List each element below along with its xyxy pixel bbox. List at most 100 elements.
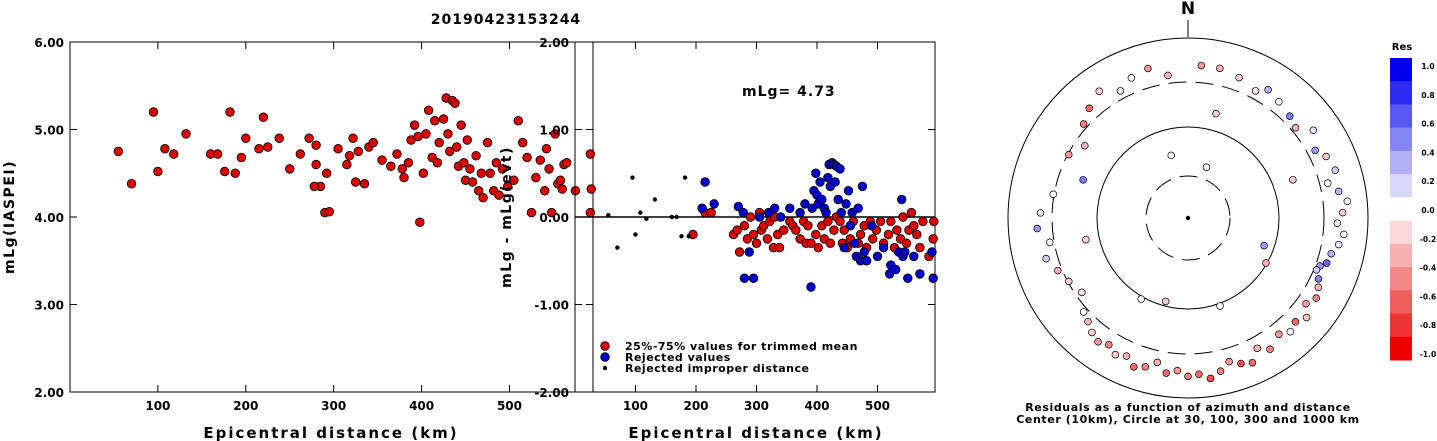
azimuth-point xyxy=(1184,372,1192,381)
azimuth-point xyxy=(1216,367,1225,375)
rejected-point xyxy=(841,199,851,209)
azimuth-point xyxy=(1237,359,1245,368)
azimuth-point xyxy=(1162,369,1170,377)
azimuth-point xyxy=(1260,241,1268,250)
rejected-point xyxy=(800,199,810,209)
residual-y-label: mLg - mLg(evt) xyxy=(499,146,515,288)
magnitude-point xyxy=(304,133,314,143)
colorbar-tick-label: 0.0 xyxy=(1421,206,1434,215)
magnitude-point xyxy=(353,146,364,157)
magnitude-point xyxy=(555,175,566,185)
magnitude-point xyxy=(274,133,284,143)
rejected-point xyxy=(769,203,780,213)
azimuth-point xyxy=(1042,254,1050,263)
distance-rings xyxy=(1007,37,1369,399)
magnitude-point xyxy=(311,159,321,170)
azimuth-point xyxy=(1322,152,1330,161)
trimmed-mean-point xyxy=(855,229,866,240)
azimuth-point xyxy=(1045,238,1054,247)
magnitude-point xyxy=(443,129,453,139)
y-tick-label: 1.00 xyxy=(539,124,569,138)
azimuth-point xyxy=(1153,358,1162,367)
improper-distance-point xyxy=(615,245,620,250)
magnitude-point xyxy=(311,140,321,150)
magnitude-point xyxy=(546,207,557,218)
azimuth-point xyxy=(1095,87,1103,95)
azimuth-point xyxy=(1079,120,1088,128)
improper-distance-point xyxy=(682,175,688,180)
colorbar-segment xyxy=(1390,336,1412,361)
azimuth-point xyxy=(1322,259,1331,267)
magnitude-point xyxy=(535,155,545,165)
legend-label: Rejected values xyxy=(625,351,731,364)
azimuth-point xyxy=(1085,104,1093,113)
x-tick-label: 300 xyxy=(744,399,769,413)
magnitude-point xyxy=(434,137,444,148)
rejected-point xyxy=(845,221,855,231)
azimuth-point xyxy=(1116,87,1125,95)
azimuth-point xyxy=(1212,109,1220,118)
azimuth-point xyxy=(1206,374,1215,383)
epicenter-marker xyxy=(1185,215,1191,221)
trimmed-mean-point xyxy=(803,221,813,231)
magnitude-point xyxy=(544,164,554,174)
azimuth-point xyxy=(1331,166,1339,174)
rejected-point xyxy=(928,273,938,283)
rejected-point xyxy=(872,251,883,262)
rejected-point xyxy=(748,273,759,283)
colorbar-tick-label: -0.6 xyxy=(1420,292,1436,301)
azimuth-point xyxy=(1049,190,1058,198)
x-tick-label: 500 xyxy=(865,399,890,413)
residual-x-label: Epicentral distance (km) xyxy=(628,424,883,441)
magnitude-point xyxy=(386,161,396,171)
north-label: N xyxy=(1181,0,1195,19)
azimuth-point xyxy=(1094,338,1102,346)
azimuth-point xyxy=(1338,208,1347,217)
azimuth-point xyxy=(1195,370,1203,378)
azimuth-point xyxy=(1105,340,1113,349)
trimmed-mean-point xyxy=(875,216,886,227)
colorbar-tick-label: -0.4 xyxy=(1420,264,1436,273)
trimmed-mean-point xyxy=(886,216,896,227)
magnitude-point xyxy=(482,137,493,148)
magnitude-point xyxy=(452,142,462,152)
azimuth-points xyxy=(1033,61,1352,383)
residual-y-ticks: -2.00 -1.00 0.00 1.00 2.00 xyxy=(534,36,935,400)
trimmed-mean-point xyxy=(898,212,908,222)
x-tick-label: 200 xyxy=(233,399,258,413)
trimmed-mean-point xyxy=(813,242,823,253)
rejected-point xyxy=(806,282,816,292)
colorbar-title: Res xyxy=(1392,42,1412,53)
magnitude-x-ticks: 100 200 300 400 500 xyxy=(145,42,522,413)
magnitude-point xyxy=(225,107,235,117)
magnitude-point xyxy=(148,107,159,117)
azimuth-point xyxy=(1225,357,1233,366)
rejected-point xyxy=(821,207,831,218)
rejected-point xyxy=(835,164,845,174)
magnitude-point xyxy=(263,142,273,152)
magnitude-point xyxy=(526,207,537,218)
x-tick-label: 100 xyxy=(623,399,648,413)
trimmed-mean-point xyxy=(706,207,716,218)
colorbar-segment xyxy=(1390,197,1412,222)
colorbar-tick-label: 0.2 xyxy=(1421,177,1434,186)
trimmed-mean-point xyxy=(745,212,756,222)
magnitude-point xyxy=(212,149,223,159)
magnitude-point xyxy=(476,168,487,178)
y-tick-label: 5.00 xyxy=(34,124,64,138)
magnitude-point xyxy=(344,151,355,161)
azimuth-point xyxy=(1054,266,1062,275)
rejected-point xyxy=(878,242,889,253)
colorbar-segment xyxy=(1390,58,1412,82)
rejected-point xyxy=(739,273,750,283)
x-tick-label: 100 xyxy=(145,399,170,413)
magnitude-y-ticks: 2.00 3.00 4.00 5.00 6.00 xyxy=(34,36,593,400)
rejected-point xyxy=(700,177,710,187)
trimmed-mean-point xyxy=(912,229,922,240)
magnitude-point xyxy=(399,172,409,183)
colorbar-segment xyxy=(1390,267,1412,291)
magnitude-point xyxy=(423,105,434,115)
improper-distance-point xyxy=(644,216,649,221)
rejected-point xyxy=(776,212,786,222)
residual-points xyxy=(606,158,939,292)
